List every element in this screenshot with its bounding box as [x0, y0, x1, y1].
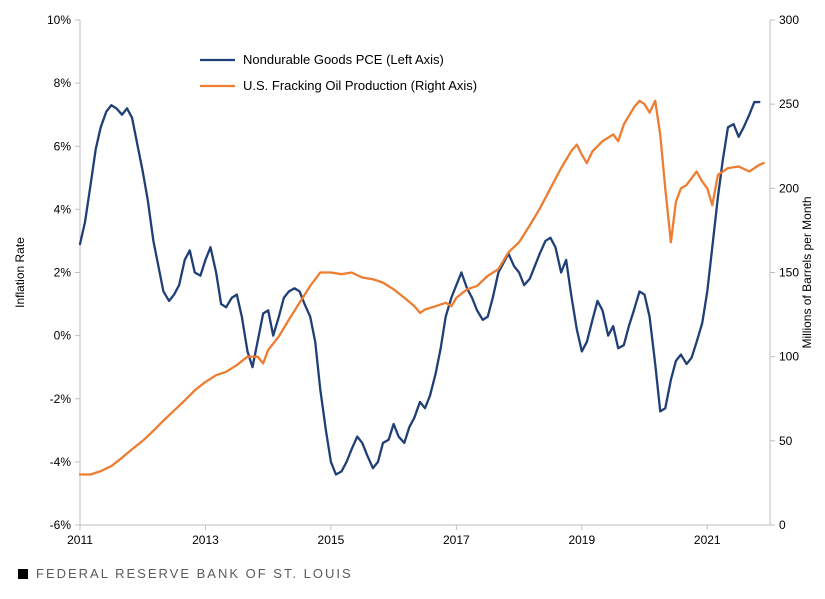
svg-text:100: 100 — [779, 350, 799, 364]
svg-text:250: 250 — [779, 97, 799, 111]
svg-text:300: 300 — [779, 13, 799, 27]
svg-text:0: 0 — [779, 518, 786, 532]
svg-text:-2%: -2% — [50, 392, 72, 406]
svg-text:-6%: -6% — [50, 518, 72, 532]
svg-text:Millions of Barrels per Month: Millions of Barrels per Month — [800, 196, 814, 348]
svg-text:-4%: -4% — [50, 455, 72, 469]
svg-text:6%: 6% — [54, 139, 72, 153]
svg-text:50: 50 — [779, 434, 793, 448]
legend-label: Nondurable Goods PCE (Left Axis) — [243, 52, 444, 67]
svg-text:2013: 2013 — [192, 533, 219, 547]
svg-text:Inflation Rate: Inflation Rate — [13, 237, 27, 308]
svg-text:2015: 2015 — [318, 533, 345, 547]
svg-text:2019: 2019 — [568, 533, 595, 547]
svg-text:8%: 8% — [54, 76, 72, 90]
svg-text:2011: 2011 — [67, 533, 93, 547]
source-marker — [18, 569, 28, 579]
svg-text:0%: 0% — [54, 329, 72, 343]
svg-text:2021: 2021 — [694, 533, 721, 547]
svg-text:4%: 4% — [54, 202, 72, 216]
legend-label: U.S. Fracking Oil Production (Right Axis… — [243, 78, 477, 93]
source-text: FEDERAL RESERVE BANK OF ST. LOUIS — [36, 566, 353, 581]
series-line — [80, 102, 759, 474]
dual-axis-line-chart: -6% -4% -2% 0% 2% 4% 6% 8% 10% 0 50 100 150 200 250 300… — [0, 0, 825, 599]
svg-text:2%: 2% — [54, 266, 72, 280]
chart-container: -6% -4% -2% 0% 2% 4% 6% 8% 10% 0 50 100 150 200 250 300… — [0, 0, 825, 599]
svg-text:150: 150 — [779, 266, 799, 280]
svg-text:10%: 10% — [47, 13, 71, 27]
svg-text:2017: 2017 — [443, 533, 470, 547]
series-line — [80, 101, 764, 475]
svg-text:200: 200 — [779, 181, 799, 195]
